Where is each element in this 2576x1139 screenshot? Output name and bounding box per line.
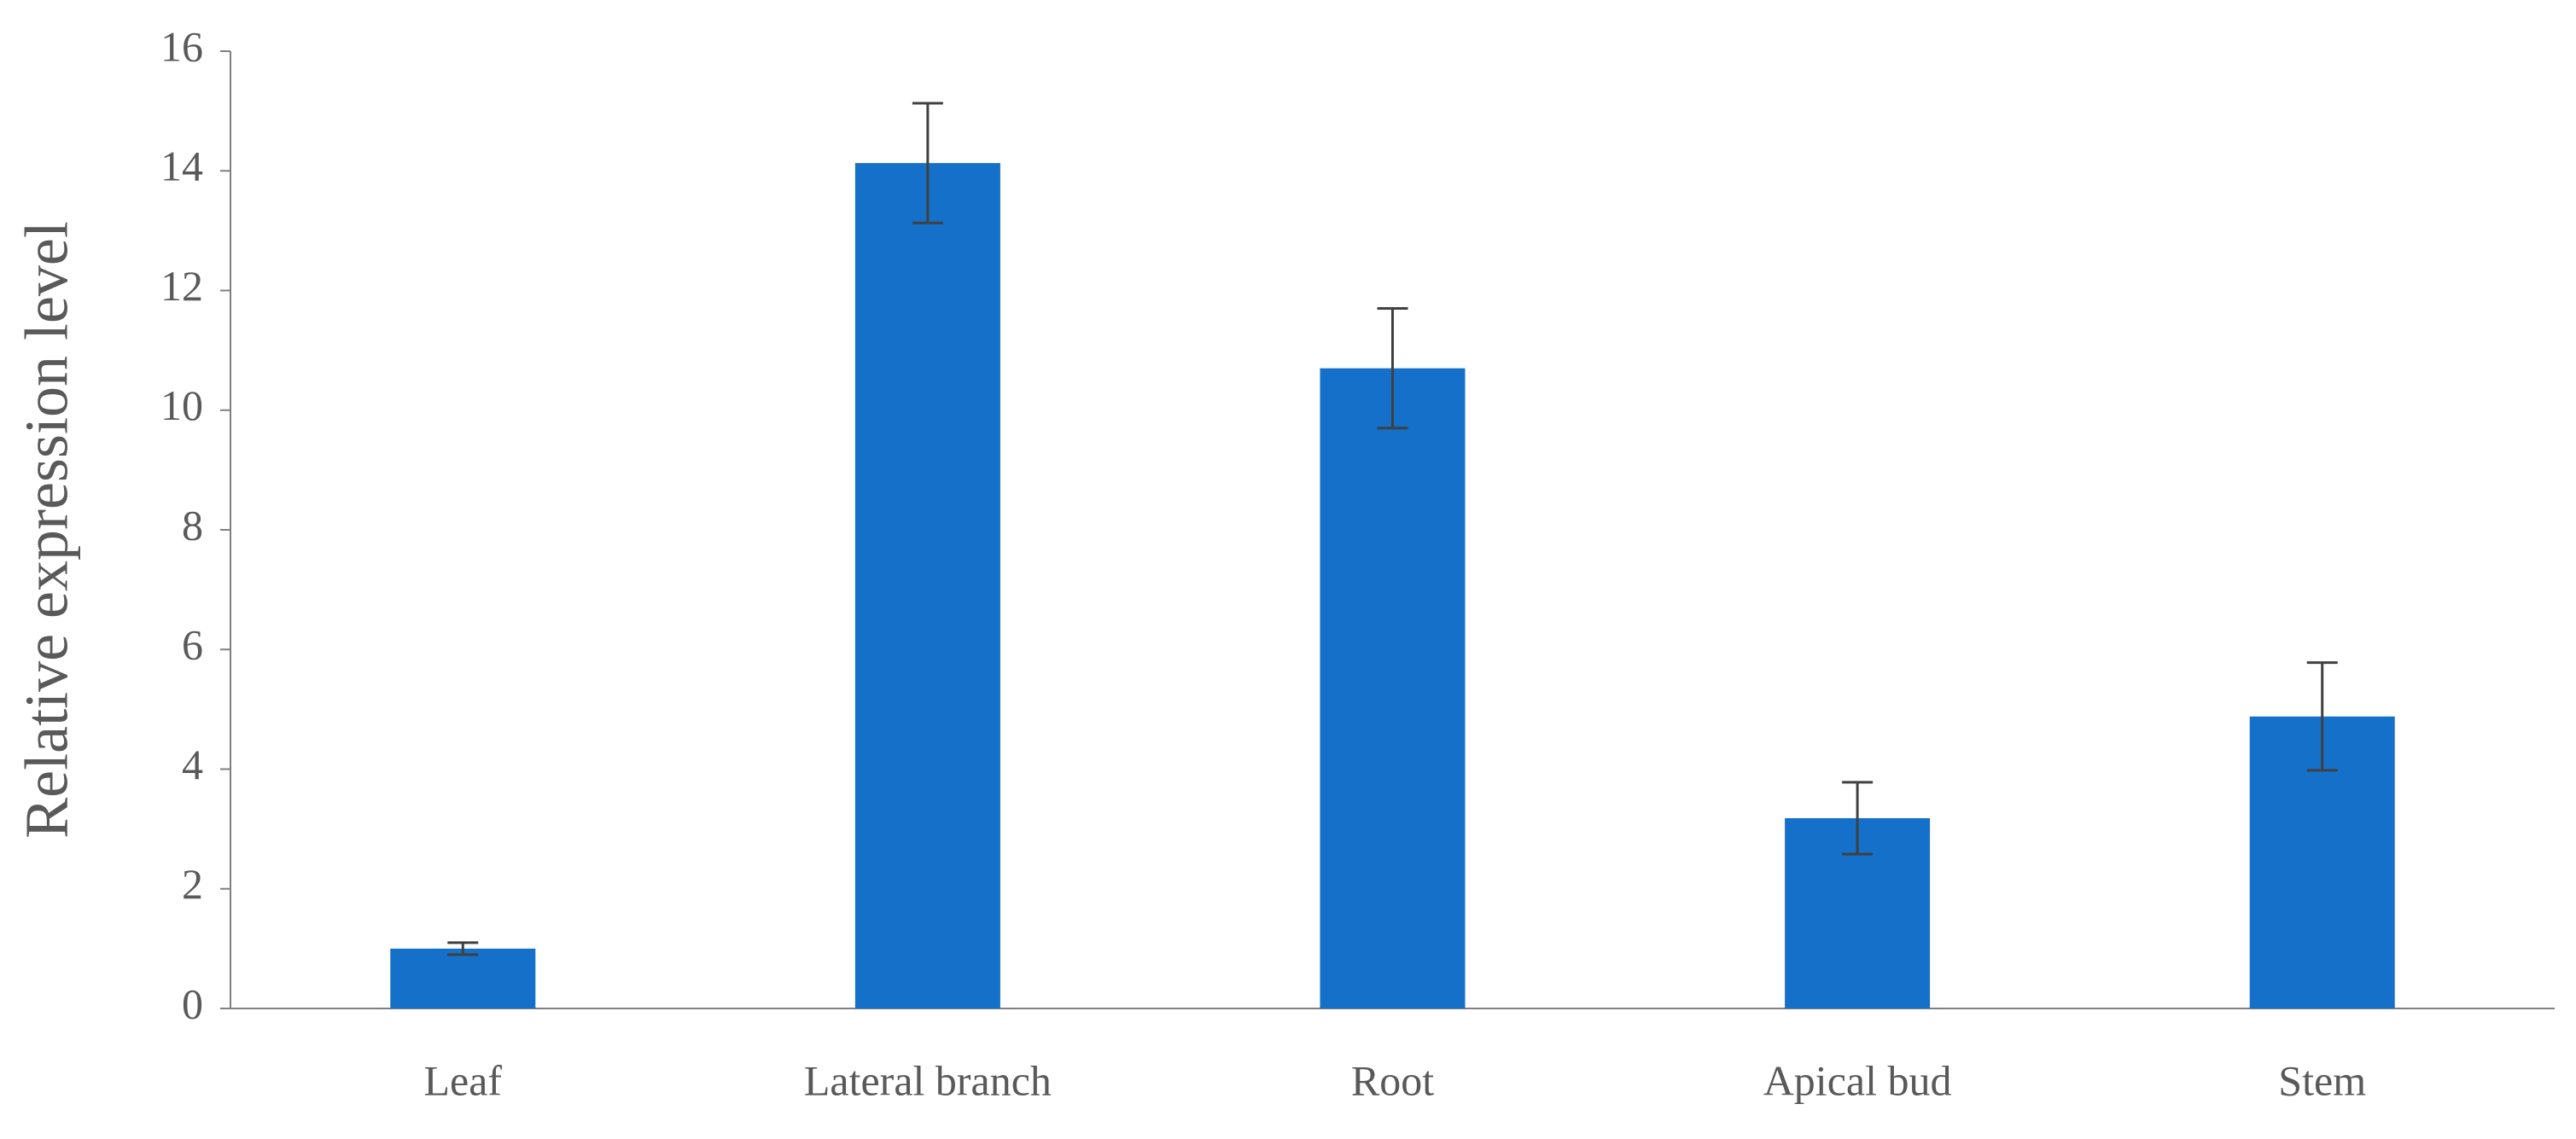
x-tick-label: Stem bbox=[2278, 1056, 2366, 1104]
error-bar bbox=[2306, 661, 2338, 772]
y-tick-label: 10 bbox=[160, 381, 203, 429]
y-tick-label: 0 bbox=[182, 979, 203, 1027]
bar bbox=[854, 163, 1000, 1009]
y-tick-label: 14 bbox=[160, 142, 203, 190]
x-tick-label: Root bbox=[1351, 1056, 1434, 1104]
y-tick-label: 4 bbox=[182, 741, 203, 788]
y-tick-label: 16 bbox=[160, 22, 203, 70]
x-tick-label: Leaf bbox=[424, 1056, 503, 1104]
y-tick-label: 12 bbox=[160, 262, 203, 310]
error-bar bbox=[1377, 307, 1408, 430]
y-tick-label: 2 bbox=[182, 860, 203, 908]
bar bbox=[1320, 368, 1466, 1009]
error-bar bbox=[1842, 781, 1874, 856]
bar bbox=[390, 948, 536, 1008]
y-tick-label: 6 bbox=[182, 621, 203, 669]
x-tick-label: Lateral branch bbox=[804, 1056, 1052, 1104]
x-tick-label: Apical bud bbox=[1763, 1056, 1952, 1104]
y-axis-title: Relative expression level bbox=[13, 221, 81, 839]
y-tick-label: 8 bbox=[182, 501, 203, 549]
error-bar bbox=[912, 102, 943, 224]
error-bar bbox=[447, 941, 479, 956]
